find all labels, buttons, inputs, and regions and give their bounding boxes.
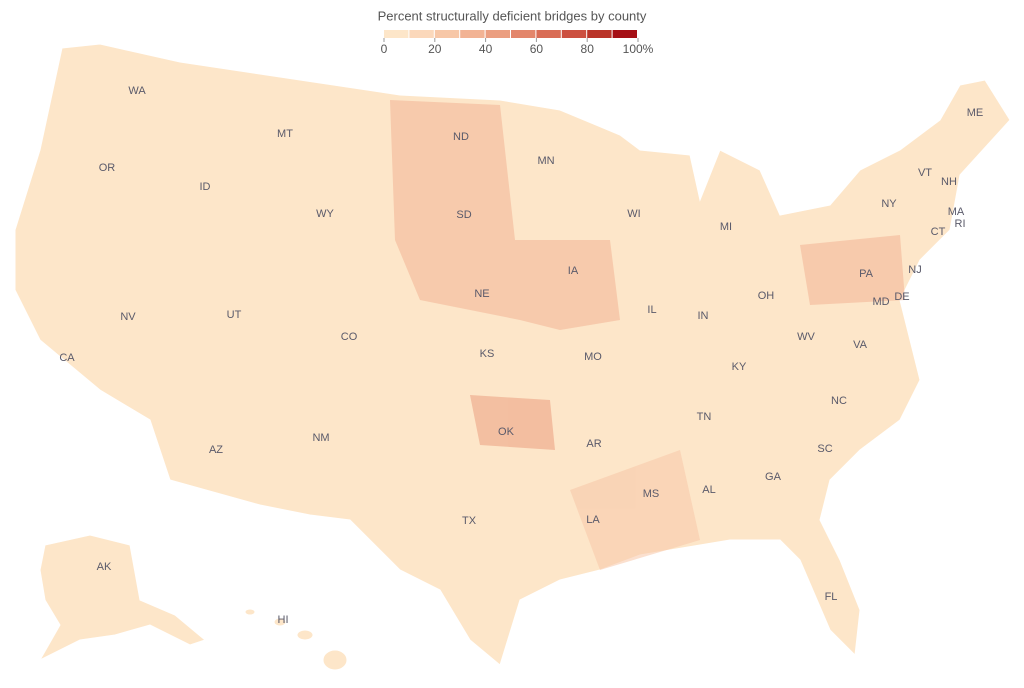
state-label: MO [584,351,602,363]
state-label: LA [586,514,600,526]
legend-tick-label: 60 [530,42,544,56]
state-label: TN [697,411,712,423]
state-label: IN [698,310,709,322]
state-label: MD [872,296,889,308]
legend-tick-label: 0 [381,42,388,56]
legend-swatch [460,30,485,38]
state-label: VT [918,167,932,179]
legend: 0 20 40 60 80 100% [381,30,654,56]
hawaii [296,629,314,641]
legend-swatch [536,30,561,38]
legend-swatch [485,30,510,38]
state-label: DE [894,291,909,303]
state-label: VA [853,339,868,351]
state-label: NH [941,176,957,188]
state-label: WA [128,85,146,97]
legend-swatch [384,30,409,38]
state-label: NJ [908,264,921,276]
legend-tick-label: 100% [623,42,654,56]
state-label: GA [765,471,782,483]
state-label: AL [702,484,715,496]
state-label: AZ [209,444,223,456]
state-label: CO [341,331,358,343]
state-label: IL [647,304,656,316]
legend-swatch [409,30,434,38]
state-label: NY [881,198,897,210]
state-label: AK [97,561,112,573]
legend-tick-label: 80 [581,42,595,56]
state-label: OR [99,162,116,174]
hawaii [273,617,287,627]
state-label: KS [480,348,495,360]
state-label: SC [817,443,832,455]
oklahoma-shade [470,395,555,450]
state-label: PA [859,268,874,280]
state-label: AR [586,438,601,450]
state-label: WY [316,208,334,220]
state-label: MT [277,128,293,140]
state-label: NE [474,288,489,300]
alaska [38,534,207,662]
state-label: NV [120,311,136,323]
legend-swatch [434,30,460,38]
hawaii [244,608,256,616]
legend-swatch [511,30,536,38]
state-label: NC [831,395,847,407]
state-label: WV [797,331,815,343]
state-label: WI [627,208,640,220]
state-label: OH [758,290,775,302]
state-label: MS [643,488,660,500]
state-label: OK [498,426,515,438]
state-label: CA [59,352,75,364]
state-label: IA [568,265,579,277]
legend-tick-label: 20 [428,42,442,56]
state-label: ND [453,131,469,143]
state-label: NM [312,432,329,444]
state-label: HI [278,614,289,626]
legend-swatch [561,30,587,38]
state-label: KY [732,361,747,373]
state-label: MA [948,206,965,218]
legend-swatch [587,30,612,38]
hawaii [322,649,348,671]
contiguous-us [14,43,1011,666]
plains-shade [390,100,620,330]
pennsylvania-shade [800,235,905,305]
map-title: Percent structurally deficient bridges b… [378,8,647,23]
state-label: RI [955,218,966,230]
state-label: CT [931,226,946,238]
state-label: SD [456,209,471,221]
state-label: FL [825,591,838,603]
state-label: MN [537,155,554,167]
legend-tick-label: 40 [479,42,493,56]
state-labels: WA OR CA ID NV MT WY UT AZ CO NM ND SD NE KS OK TX MN IA MO… [59,85,983,626]
state-label: TX [462,515,477,527]
state-label: UT [227,309,242,321]
state-label: ME [967,107,984,119]
south-shade [570,450,700,570]
state-label: MI [720,221,732,233]
state-label: ID [200,181,211,193]
legend-swatch [612,30,637,38]
shaded-regions [390,100,905,570]
land [14,43,1011,671]
